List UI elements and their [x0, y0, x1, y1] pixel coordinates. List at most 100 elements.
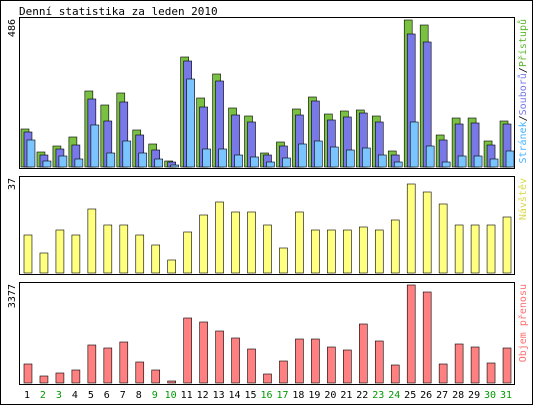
x-tick-label: 25 — [404, 390, 416, 401]
objem-p-enosu-bar — [135, 361, 145, 384]
x-tick-label: 28 — [452, 390, 464, 401]
str-nek-bar — [250, 156, 259, 168]
x-tick-label: 26 — [420, 390, 432, 401]
n-v-t-v-bar — [311, 229, 320, 274]
legend-label: Souborů — [517, 73, 529, 115]
y-max-label: 37 — [7, 178, 18, 190]
x-tick-label: 12 — [197, 390, 209, 401]
x-tick-label: 29 — [468, 390, 480, 401]
objem-p-enosu-bar — [343, 349, 352, 384]
legend-separator: / — [518, 67, 529, 73]
objem-p-enosu-bar — [231, 337, 240, 384]
str-nek-bar — [218, 148, 227, 168]
x-tick-label: 2 — [40, 390, 46, 401]
str-nek-bar — [473, 155, 483, 168]
x-tick-label: 9 — [152, 390, 158, 401]
x-tick-label: 3 — [56, 390, 62, 401]
n-v-t-v-bar — [438, 203, 448, 274]
n-v-t-v-bar — [199, 214, 208, 274]
x-tick-label: 6 — [104, 390, 110, 401]
legend-label: Objem přenosu — [517, 284, 529, 362]
n-v-t-v-bar — [87, 208, 97, 274]
hits-files-pages-panel-frame — [19, 17, 515, 169]
str-nek-bar — [346, 149, 355, 168]
str-nek-bar — [266, 161, 275, 168]
legend-label: Přístupů — [517, 19, 529, 67]
n-v-t-v-bar — [406, 183, 416, 274]
n-v-t-v-bar — [279, 247, 288, 274]
n-v-t-v-bar — [103, 224, 113, 274]
str-nek-bar — [186, 78, 195, 168]
str-nek-bar — [298, 143, 307, 168]
objem-p-enosu-bar — [183, 317, 192, 384]
n-v-t-v-bar — [343, 229, 352, 274]
x-tick-label: 8 — [136, 390, 142, 401]
str-nek-bar — [42, 160, 52, 168]
n-v-t-v-bar — [470, 224, 480, 274]
objem-p-enosu-bar — [359, 323, 368, 384]
objem-p-enosu-bar — [87, 344, 97, 384]
x-tick-label: 14 — [229, 390, 241, 401]
str-nek-bar — [26, 139, 36, 168]
objem-p-enosu-bar — [327, 346, 336, 384]
x-tick-label: 16 — [260, 390, 272, 401]
n-v-t-v-bar — [23, 234, 33, 274]
objem-p-enosu-bar — [438, 363, 448, 384]
objem-p-enosu-bar — [39, 375, 49, 384]
objem-p-enosu-bar — [470, 346, 480, 384]
n-v-t-v-bar — [502, 216, 512, 274]
n-v-t-v-bar — [55, 229, 65, 274]
str-nek-bar — [154, 158, 164, 168]
objem-p-enosu-bar — [374, 340, 384, 384]
n-v-t-v-bar — [135, 234, 145, 274]
n-v-t-v-bar — [422, 191, 432, 274]
objem-p-enosu-bar — [390, 364, 400, 384]
objem-p-enosu-bar — [199, 321, 208, 384]
legend: Návštěv — [517, 178, 529, 220]
x-tick-label: 13 — [213, 390, 225, 401]
visits-panel: 37 Návštěv — [7, 176, 529, 275]
legend: Stránek/Souborů/Přístupů — [517, 19, 529, 164]
legend: Objem přenosu — [517, 284, 529, 362]
str-nek-bar — [106, 152, 116, 168]
objem-p-enosu-bar — [311, 338, 320, 384]
objem-p-enosu-bar — [167, 380, 176, 384]
str-nek-bar — [58, 155, 68, 168]
str-nek-bar — [74, 158, 84, 168]
y-max-label: 3377 — [7, 284, 18, 308]
objem-p-enosu-bar — [55, 372, 65, 384]
x-tick-label: 21 — [340, 390, 352, 401]
objem-p-enosu-bar — [151, 369, 161, 384]
objem-p-enosu-bar — [247, 348, 256, 384]
hits-files-pages-panel: 486 Stránek/Souborů/Přístupů — [7, 17, 529, 169]
n-v-t-v-bar — [183, 231, 192, 274]
n-v-t-v-bar — [167, 259, 176, 274]
objem-p-enosu-bar — [502, 347, 512, 384]
objem-p-enosu-bar — [295, 338, 304, 384]
x-tick-label: 4 — [72, 390, 78, 401]
x-tick-label: 24 — [388, 390, 400, 401]
n-v-t-v-bar — [151, 244, 161, 274]
transfer-volume-panel-frame — [19, 282, 515, 385]
str-nek-bar — [282, 157, 291, 168]
objem-p-enosu-bar — [406, 284, 416, 384]
n-v-t-v-bar — [119, 224, 129, 274]
n-v-t-v-bar — [231, 211, 240, 274]
n-v-t-v-bar — [263, 224, 272, 274]
str-nek-bar — [409, 121, 419, 168]
x-tick-label: 23 — [372, 390, 384, 401]
n-v-t-v-bar — [215, 201, 224, 274]
n-v-t-v-bar — [454, 224, 464, 274]
y-max-label: 486 — [7, 19, 18, 37]
str-nek-bar — [330, 146, 339, 168]
str-nek-bar — [377, 154, 387, 168]
str-nek-bar — [314, 140, 323, 168]
objem-p-enosu-bar — [263, 373, 272, 384]
str-nek-bar — [362, 147, 371, 168]
x-tick-label: 11 — [181, 390, 193, 401]
x-axis-labels: 1 2 3 4 5 6 7 8 9 10 11 12 13 14 15 16 17 18 19 20 21 22 23 24 2… — [24, 390, 512, 401]
objem-p-enosu-bar — [23, 363, 33, 384]
